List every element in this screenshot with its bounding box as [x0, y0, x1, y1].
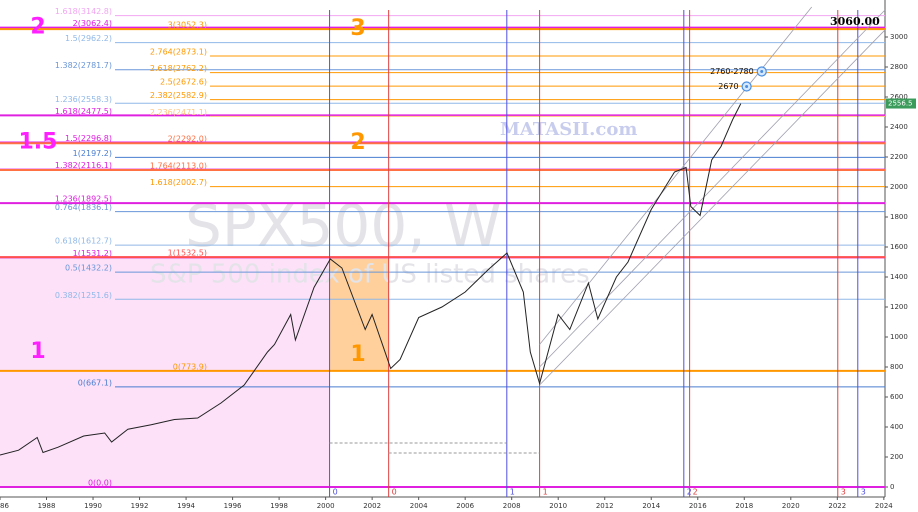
fib-level-label: 0(0.0) [88, 478, 112, 487]
fib-level-label: 0.618(1612.7) [55, 237, 112, 246]
trendline [539, 6, 813, 345]
x-tick-label: 2020 [782, 502, 800, 510]
x-tick-label: 2014 [642, 502, 660, 510]
fib-level-label: 1.618(2002.7) [150, 178, 207, 187]
fib-level-label: 1.382(2116.1) [55, 161, 112, 170]
target-text: 2760-2780 [710, 67, 754, 76]
time-line-label: 2 [693, 488, 698, 497]
y-tick-label: 1400 [890, 273, 908, 281]
watermark-subtitle: S&P 500 index of US listed shares [150, 260, 590, 290]
fib-level-label: 1.236(1892.5) [55, 195, 112, 204]
fib-level-label: 1(1532.5) [168, 249, 207, 258]
time-line-label: 3 [861, 488, 866, 497]
x-tick-label: 2006 [456, 502, 474, 510]
fib-level-label: 1(1531.2) [73, 249, 112, 258]
x-tick-label: 1990 [84, 502, 102, 510]
fib-level-label: 1.764(2113.0) [150, 162, 207, 171]
wave-number: 2 [350, 130, 365, 155]
y-tick-label: 1000 [890, 333, 908, 341]
y-tick-label: 2200 [890, 153, 908, 161]
y-tick-label: 2800 [890, 63, 908, 71]
x-tick-label: 2016 [689, 502, 707, 510]
fib-level-label: 2.382(2582.9) [150, 91, 207, 100]
trendline [539, 29, 886, 386]
target-text: 2670 [718, 82, 738, 91]
fib-level-label: 2.764(2873.1) [150, 48, 207, 57]
fib-level-label: 2.5(2672.6) [160, 78, 207, 87]
trendline [539, 9, 886, 368]
time-line-label: 1 [543, 488, 548, 497]
x-tick-label: 2000 [317, 502, 335, 510]
target-marker-dot [745, 85, 749, 89]
wave-number: 2 [30, 15, 45, 40]
fib-level-label: 1.618(2477.5) [55, 107, 112, 116]
fib-level-label: 0(667.1) [78, 378, 112, 387]
wave-number: 3 [350, 16, 365, 41]
fib-level-label: 1.382(2781.7) [55, 61, 112, 70]
price-line [0, 103, 742, 456]
time-line-label: 1 [510, 488, 515, 497]
x-tick-label: 1986 [0, 502, 9, 510]
last-price-box [886, 98, 916, 109]
y-tick-label: 2000 [890, 183, 908, 191]
x-tick-label: 1992 [131, 502, 149, 510]
x-tick-label: 2004 [410, 502, 428, 510]
fib-level-label: 0.764(1836.1) [55, 203, 112, 212]
shaded-region [0, 257, 330, 487]
y-tick-label: 1600 [890, 243, 908, 251]
wave-number: 1 [30, 339, 45, 364]
y-tick-label: 1200 [890, 303, 908, 311]
x-tick-label: 2022 [828, 502, 846, 510]
x-tick-label: 1994 [177, 502, 195, 510]
y-tick-label: 2600 [890, 93, 908, 101]
y-tick-label: 600 [890, 393, 903, 401]
x-tick-label: 1996 [224, 502, 242, 510]
fib-level-label: 2(3062.4) [73, 19, 112, 28]
x-tick-label: 2008 [503, 502, 521, 510]
x-tick-label: 2018 [735, 502, 753, 510]
y-tick-label: 200 [890, 453, 903, 461]
x-tick-label: 2024 [875, 502, 893, 510]
wave-number: 1 [350, 342, 365, 367]
fib-level-label: 1.5(2296.8) [65, 134, 112, 143]
fib-level-label: 0.5(1432.2) [65, 264, 112, 273]
wave-number: 1.5 [19, 129, 58, 154]
fib-level-label: 2.236(2471.1) [150, 108, 207, 117]
y-tick-label: 400 [890, 423, 903, 431]
fib-level-label: 0(773.9) [173, 362, 207, 371]
y-tick-label: 800 [890, 363, 903, 371]
x-tick-label: 2002 [363, 502, 381, 510]
y-tick-label: 2400 [890, 123, 908, 131]
fib-level-label: 1.618(3142.8) [55, 7, 112, 16]
time-line-label: 0 [333, 488, 338, 497]
x-tick-label: 1998 [270, 502, 288, 510]
time-line-label: 3 [841, 488, 846, 497]
fib-level-label: 1.236(2558.3) [55, 95, 112, 104]
y-tick-label: 3000 [890, 33, 908, 41]
target-label: 3060.00 [830, 15, 880, 28]
fib-level-label: 2(2292.0) [168, 135, 207, 144]
fib-level-label: 3(3052.3) [168, 21, 207, 30]
x-tick-label: 2012 [596, 502, 614, 510]
y-tick-label: 0 [890, 483, 894, 491]
site-watermark: MATASII.com [500, 119, 637, 140]
fib-level-label: 0.382(1251.6) [55, 291, 112, 300]
fib-level-label: 1(2197.2) [73, 149, 112, 158]
fib-level-label: 2.618(2762.2) [150, 64, 207, 73]
last-price-label: 2556.5 [888, 100, 913, 108]
y-tick-label: 1800 [890, 213, 908, 221]
fib-level-label: 1.5(2962.2) [65, 34, 112, 43]
x-tick-label: 2010 [549, 502, 567, 510]
x-tick-label: 1988 [38, 502, 56, 510]
target-marker-dot [760, 70, 764, 74]
time-line-label: 0 [392, 488, 397, 497]
